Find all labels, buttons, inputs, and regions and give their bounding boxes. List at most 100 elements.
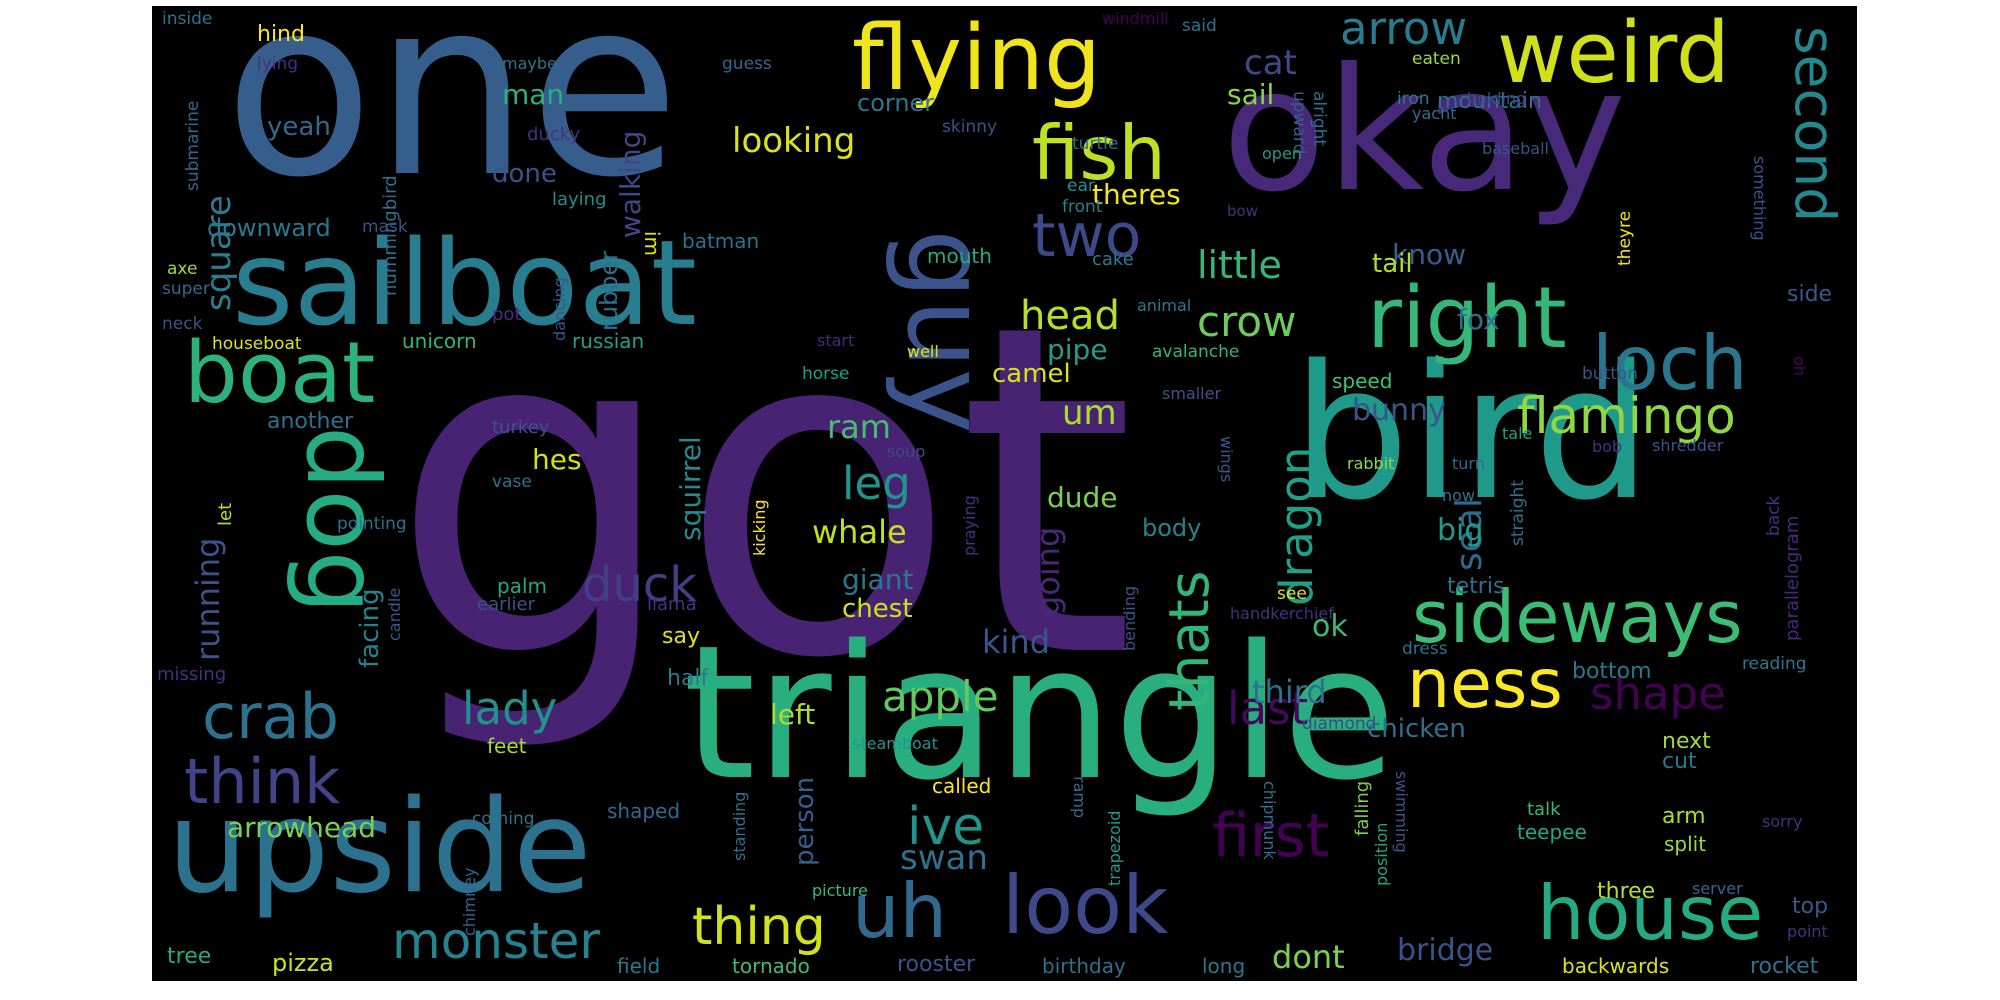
- word: fish: [1032, 109, 1166, 197]
- word: leg: [842, 457, 911, 510]
- word: bottom: [1572, 659, 1652, 684]
- word: arrow: [1340, 6, 1468, 55]
- word: start: [817, 331, 855, 350]
- word: sailboat: [232, 214, 698, 352]
- word: talk: [1527, 799, 1561, 820]
- word: pot: [492, 304, 522, 325]
- word: oh: [1790, 356, 1809, 376]
- word: boat: [184, 324, 376, 423]
- word: open: [1262, 144, 1302, 163]
- word: lying: [257, 54, 299, 74]
- word: houseboat: [212, 334, 302, 354]
- word: bending: [1120, 585, 1139, 651]
- word: house: [1537, 869, 1764, 957]
- word: rocket: [1750, 954, 1819, 979]
- word: turtle: [1072, 134, 1119, 154]
- word: dont: [1272, 938, 1345, 976]
- word: side: [1787, 282, 1833, 307]
- word: theres: [1092, 178, 1181, 211]
- word: unicorn: [402, 329, 477, 353]
- word: cut: [1662, 749, 1697, 774]
- word: ducky: [527, 124, 581, 145]
- word: flamingo: [1517, 387, 1736, 445]
- word: hes: [532, 443, 582, 476]
- word: called: [932, 774, 992, 798]
- word: rabbit: [1347, 454, 1395, 473]
- word: diamond: [1302, 714, 1377, 734]
- word: tail: [1372, 249, 1413, 279]
- word: baseball: [1482, 139, 1549, 158]
- word: earlier: [477, 594, 535, 615]
- word: lady: [462, 682, 558, 735]
- word: now: [1442, 486, 1476, 505]
- word: apple: [882, 672, 999, 721]
- word: ness: [1407, 645, 1563, 724]
- word: birthday: [1042, 954, 1126, 978]
- word: something: [1750, 156, 1769, 241]
- word: swimming: [1392, 771, 1411, 853]
- word: bunny: [1352, 393, 1446, 428]
- word: backwards: [1562, 954, 1670, 978]
- word: standing: [730, 791, 749, 861]
- word: animal: [1137, 296, 1192, 315]
- word: head: [1020, 293, 1120, 339]
- word: batman: [682, 229, 760, 253]
- word: shape: [1590, 667, 1726, 720]
- word: arrowhead: [227, 811, 377, 844]
- word: long: [1202, 954, 1246, 978]
- word: server: [1692, 879, 1743, 898]
- word: bow: [1227, 202, 1258, 220]
- word: thing: [692, 897, 826, 957]
- word: neck: [162, 314, 203, 334]
- word: crow: [1197, 297, 1297, 346]
- word: looking: [732, 121, 856, 161]
- word: facing: [355, 588, 385, 668]
- word: pipe: [1047, 333, 1108, 366]
- word: palm: [497, 574, 547, 598]
- word: submarine: [183, 100, 203, 191]
- word: first: [1212, 801, 1330, 871]
- word: chicken: [1367, 714, 1466, 744]
- word: flying: [852, 6, 1102, 111]
- word: alright: [1309, 91, 1329, 147]
- word: monster: [392, 912, 600, 970]
- word-cloud: got one triangle okay bird sailboat upsi…: [152, 6, 1857, 981]
- word: field: [617, 954, 661, 978]
- word: let: [215, 502, 236, 526]
- word: chest: [842, 594, 913, 624]
- word: left: [770, 698, 816, 731]
- word: skinny: [942, 117, 998, 137]
- word: arm: [1662, 804, 1706, 829]
- word: tornado: [732, 954, 810, 978]
- word: front: [1062, 197, 1103, 217]
- word: mouth: [927, 244, 992, 268]
- word: steamboat: [852, 734, 938, 753]
- word: pizza: [272, 949, 334, 977]
- word: speed: [1332, 369, 1393, 393]
- word: point: [1787, 922, 1828, 941]
- word: right: [1367, 269, 1567, 368]
- word: walking: [614, 130, 647, 238]
- word: shaped: [607, 799, 681, 823]
- word: crab: [202, 680, 339, 753]
- word: little: [1197, 243, 1282, 287]
- word: rubber: [595, 250, 623, 331]
- word: super: [162, 279, 210, 299]
- word: windmill: [1102, 9, 1169, 28]
- word: parallelogram: [1782, 515, 1803, 641]
- word: rooster: [897, 952, 976, 977]
- word: sorry: [1762, 812, 1803, 831]
- word: russian: [572, 329, 645, 353]
- word: loch: [1592, 319, 1748, 407]
- word: tree: [167, 944, 212, 969]
- word: yacht: [1412, 104, 1457, 123]
- word: vase: [492, 472, 532, 492]
- word: axe: [167, 259, 198, 279]
- word: one: [224, 6, 680, 231]
- word: see: [1277, 584, 1307, 604]
- word: corner: [857, 89, 935, 117]
- word: cat: [1244, 43, 1297, 83]
- word: next: [1662, 729, 1711, 754]
- word: ramp: [1070, 776, 1089, 819]
- word: horse: [802, 364, 850, 384]
